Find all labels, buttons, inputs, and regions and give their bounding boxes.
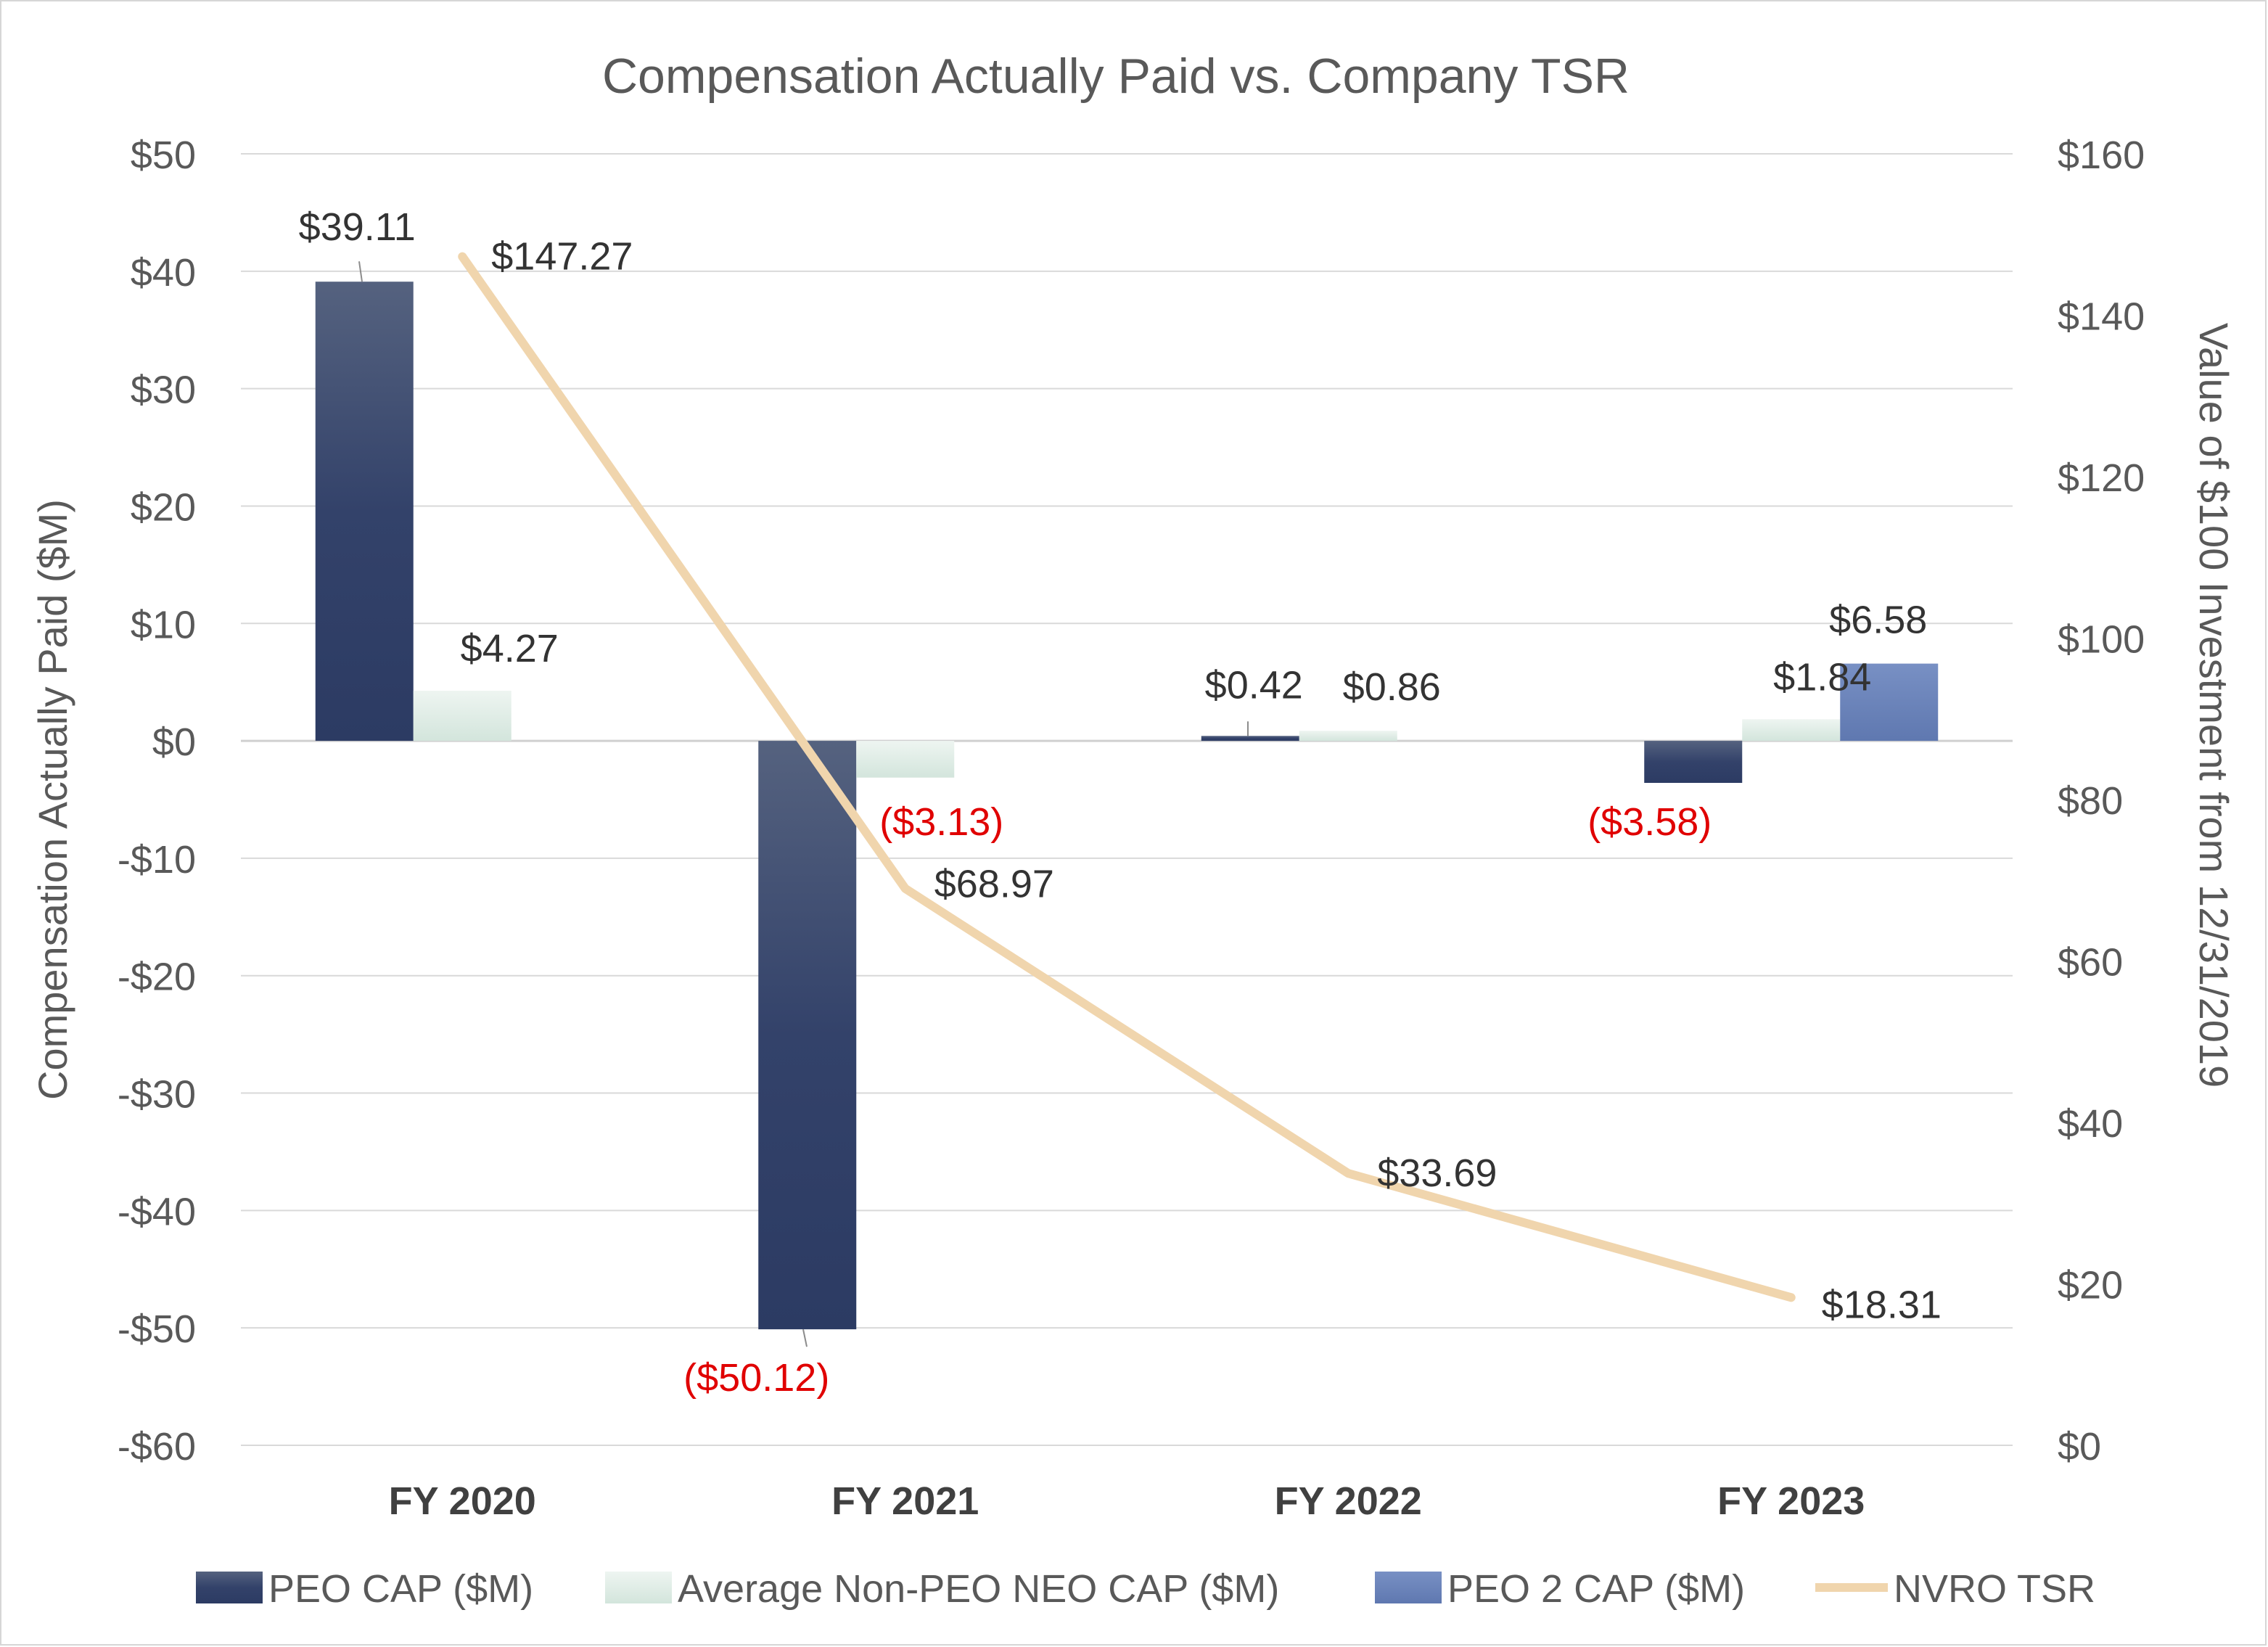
- y-right-tick-label: $0: [2058, 1425, 2101, 1469]
- gridlines: [241, 153, 2013, 1446]
- tsr-point: [904, 887, 906, 890]
- bar-average-non-peo-neo-cap-m: [856, 741, 955, 778]
- y-left-tick-label: -$40: [118, 1190, 196, 1233]
- x-category-label: FY 2022: [1275, 1479, 1422, 1523]
- y-left-tick-label: $10: [131, 603, 196, 646]
- bar-data-label: $0.86: [1343, 665, 1441, 709]
- leader-line: [802, 1328, 808, 1347]
- chart-title: Compensation Actually Paid vs. Company T…: [602, 49, 1630, 104]
- y-left-tick-label: -$20: [118, 956, 196, 999]
- tsr-point: [1790, 1297, 1792, 1299]
- y-left-tick-label: -$60: [118, 1425, 196, 1469]
- tsr-point: [461, 255, 464, 258]
- axes: $50 $40 $30 $20 $10 $0 -$10 -$20 -$30 -$40 -$50 -$6…: [30, 134, 2237, 1523]
- y-left-tick-label: -$50: [118, 1307, 196, 1351]
- bar-data-label: ($3.13): [879, 800, 1003, 844]
- y-left-tick-label: -$30: [118, 1073, 196, 1117]
- legend-label: PEO CAP ($M): [268, 1567, 533, 1611]
- y-right-tick-label: $60: [2058, 941, 2123, 985]
- tsr-data-label: $33.69: [1377, 1151, 1497, 1195]
- y-left-tick-label: $20: [131, 485, 196, 529]
- legend-label: NVRO TSR: [1894, 1567, 2095, 1611]
- bar-peo-cap-m: [1201, 736, 1299, 742]
- bar-peo-cap-m: [758, 741, 857, 1330]
- x-category-label: FY 2020: [389, 1479, 536, 1523]
- y-right-tick-label: $140: [2058, 295, 2145, 339]
- y-right-tick-label: $120: [2058, 456, 2145, 500]
- x-category-label: FY 2023: [1717, 1479, 1865, 1523]
- legend-label: PEO 2 CAP ($M): [1447, 1567, 1745, 1611]
- bar-average-non-peo-neo-cap-m: [1299, 731, 1397, 742]
- bar-data-label: $4.27: [461, 627, 559, 670]
- tsr-data-label: $147.27: [491, 235, 633, 279]
- tsr-line-group: [458, 252, 1796, 1302]
- bar-peo-cap-m: [1644, 741, 1743, 784]
- y-right-tick-label: $100: [2058, 618, 2145, 662]
- x-category-label: FY 2021: [831, 1479, 979, 1523]
- legend-swatch: [1375, 1572, 1442, 1603]
- legend-swatch: [605, 1572, 672, 1603]
- bar-peo-cap-m: [315, 282, 414, 742]
- y-left-tick-label: $40: [131, 251, 196, 295]
- bar-average-non-peo-neo-cap-m: [413, 690, 511, 742]
- tsr-line: [458, 252, 1796, 1302]
- y-left-tick-label: -$10: [118, 838, 196, 882]
- bar-data-label: $0.42: [1205, 663, 1303, 707]
- legend: PEO CAP ($M) Average Non-PEO NEO CAP ($M)…: [196, 1567, 2095, 1611]
- bar-data-label: $39.11: [299, 205, 416, 249]
- y-right-tick-label: $20: [2058, 1264, 2123, 1307]
- bar-average-non-peo-neo-cap-m: [1742, 719, 1841, 742]
- y-right-tick-label: $80: [2058, 779, 2123, 823]
- tsr-point: [1347, 1172, 1349, 1175]
- y-right-tick-label: $40: [2058, 1102, 2123, 1146]
- bar-data-label: ($50.12): [683, 1356, 829, 1400]
- bar-peo-2-cap-m: [1840, 663, 1939, 742]
- bars: [315, 282, 1939, 1330]
- legend-swatch: [196, 1572, 263, 1603]
- y-right-tick-label: $160: [2058, 134, 2145, 177]
- y-left-axis-title: Compensation Actually Paid ($M): [30, 499, 75, 1100]
- y-left-tick-label: $30: [131, 369, 196, 412]
- bar-data-label: ($3.58): [1587, 800, 1712, 844]
- y-right-axis-title: Value of $100 Investment from 12/31/2019: [2191, 323, 2237, 1088]
- y-left-tick-label: $0: [152, 720, 196, 764]
- data-labels: $39.11 ($50.12) $0.42 ($3.58) $4.27 ($3.13) $0…: [299, 205, 1942, 1400]
- tsr-data-label: $18.31: [1822, 1283, 1942, 1326]
- leader-line: [358, 261, 363, 282]
- bar-data-label: $1.84: [1773, 655, 1871, 699]
- legend-label: Average Non-PEO NEO CAP ($M): [678, 1567, 1279, 1611]
- tsr-data-label: $68.97: [934, 863, 1054, 906]
- bar-data-label: $6.58: [1829, 599, 1927, 642]
- y-left-tick-label: $50: [131, 134, 196, 177]
